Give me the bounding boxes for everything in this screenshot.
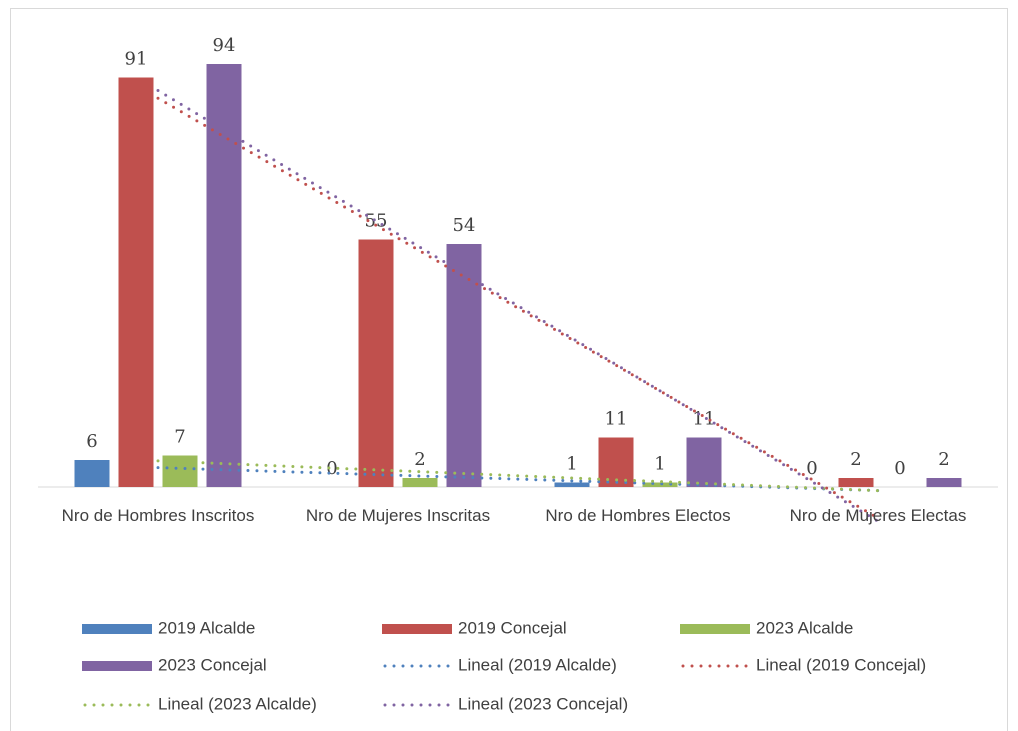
legend-label: Lineal (2019 Alcalde) [458,655,617,674]
x-tick-label: Nro de Mujeres Electas [789,506,967,525]
data-label: 91 [125,49,148,70]
bar [554,482,590,487]
legend-label: Lineal (2019 Concejal) [756,655,926,674]
data-label: 11 [605,409,628,430]
data-label: 94 [213,35,236,56]
legend-label: 2019 Concejal [458,618,567,637]
data-label: 6 [86,431,97,452]
data-label: 7 [174,427,185,448]
data-label: 0 [326,458,337,479]
x-tick-label: Nro de Hombres Inscritos [61,506,255,525]
legend-label: 2023 Concejal [158,655,267,674]
bar [838,478,874,487]
trendline [156,89,880,523]
bar [206,64,242,487]
data-label: 1 [654,454,665,475]
data-label: 11 [693,409,716,430]
bar [74,460,110,487]
bar [686,437,722,487]
data-label: 2 [850,449,861,470]
legend-swatch [82,661,152,671]
data-label: 2 [938,449,949,470]
data-label: 0 [894,458,905,479]
bar [926,478,962,487]
data-label: 0 [806,458,817,479]
data-label: 1 [566,454,577,475]
x-tick-label: Nro de Mujeres Inscritas [305,506,491,525]
bar [358,239,394,487]
legend-label: 2023 Alcalde [756,618,853,637]
data-label: 55 [365,211,388,232]
legend-label: Lineal (2023 Alcalde) [158,694,317,713]
bar [642,482,678,487]
data-label: 54 [453,215,476,236]
trendline [156,466,880,493]
x-tick-label: Nro de Hombres Electos [545,506,731,525]
bar [402,478,438,487]
legend-label: Lineal (2023 Concejal) [458,694,628,713]
trendline [156,96,880,520]
legend-label: 2019 Alcalde [158,618,255,637]
data-label: 2 [414,449,425,470]
trendline [156,459,880,493]
bar [118,77,154,487]
legend-swatch [382,624,452,634]
legend-swatch [82,624,152,634]
legend-swatch [680,624,750,634]
chart-border [10,8,1008,731]
bar [446,244,482,487]
